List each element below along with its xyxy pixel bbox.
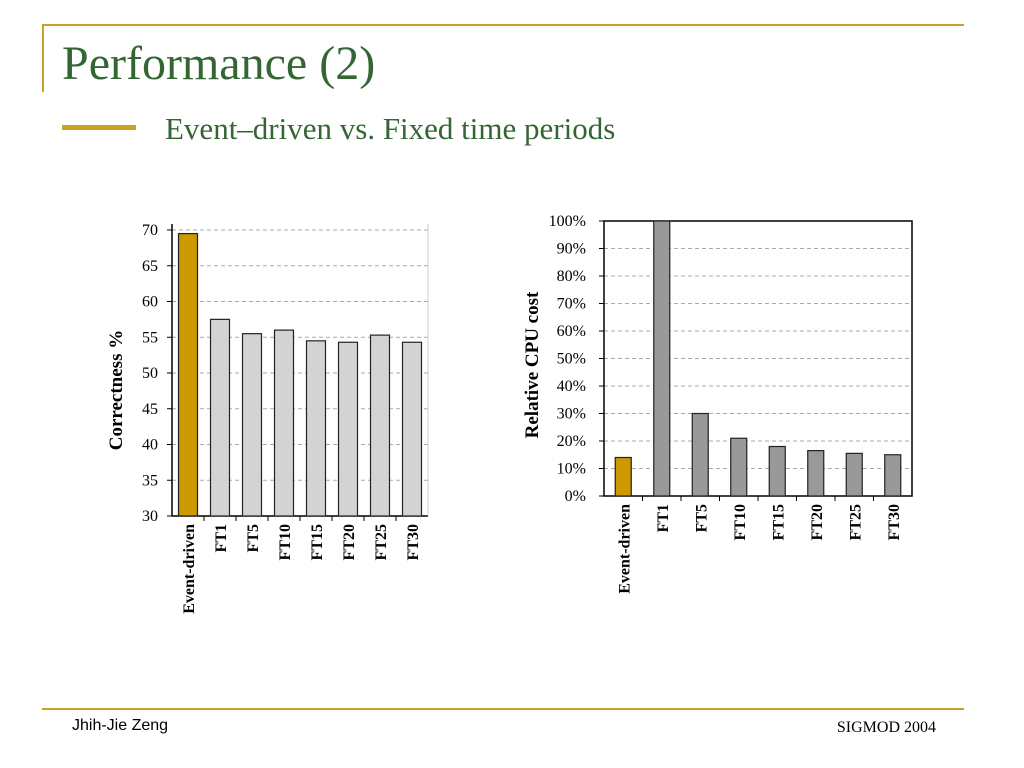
y-tick-label: 10% (557, 461, 586, 478)
bar-ft10 (273, 329, 295, 517)
y-tick-label: 80% (557, 268, 586, 285)
bar-ft20 (807, 450, 825, 497)
y-tick-label: 35 (142, 472, 158, 489)
bar-ft10 (730, 437, 748, 497)
y-axis-label: Relative CPU cost (522, 291, 543, 438)
slide-subtitle: Event–driven vs. Fixed time periods (165, 111, 616, 146)
footer-conference: SIGMOD 2004 (836, 719, 936, 736)
bar-ft15 (768, 445, 786, 497)
bar-ft5 (691, 412, 709, 497)
bar-ft25 (369, 334, 391, 517)
bar-event-driven (177, 232, 199, 517)
y-axis-label: Correctness % (106, 330, 127, 450)
x-tick-label: Event-driven (181, 524, 198, 614)
x-tick-label: FT5 (693, 504, 710, 532)
footer-rule (42, 708, 964, 710)
bar-ft30 (401, 341, 423, 517)
y-tick-label: 90% (557, 241, 586, 258)
bar-ft15 (305, 340, 327, 517)
y-tick-label: 45 (142, 401, 158, 418)
y-tick-label: 20% (557, 433, 586, 450)
bar-event-driven (614, 456, 632, 497)
x-tick-label: Event-driven (616, 504, 633, 594)
bar-ft30 (884, 454, 902, 497)
y-tick-label: 60% (557, 323, 586, 340)
top-rule (42, 24, 964, 26)
x-tick-label: FT25 (847, 504, 864, 540)
x-tick-label: FT15 (770, 504, 787, 540)
y-tick-label: 60 (142, 294, 158, 311)
bar-ft5 (241, 333, 263, 517)
x-tick-label: FT1 (655, 504, 672, 532)
left-rule (42, 24, 44, 92)
x-tick-label: FT20 (341, 524, 358, 560)
x-tick-label: FT10 (732, 504, 749, 540)
y-tick-label: 70% (557, 296, 586, 313)
slide-title: Performance (2) (62, 37, 376, 90)
x-tick-label: FT25 (373, 524, 390, 560)
x-tick-label: FT30 (886, 504, 903, 540)
y-tick-label: 30 (142, 508, 158, 525)
bar-ft20 (337, 341, 359, 517)
x-tick-label: FT5 (245, 524, 262, 552)
bar-ft1 (653, 220, 671, 497)
y-tick-label: 50 (142, 365, 158, 382)
y-tick-label: 100% (549, 213, 586, 230)
bar-ft25 (845, 452, 863, 497)
y-tick-label: 55 (142, 329, 158, 346)
footer-author: Jhih-Jie Zeng (72, 717, 169, 734)
x-tick-label: FT1 (213, 524, 230, 552)
y-tick-label: 40% (557, 378, 586, 395)
y-tick-label: 0% (565, 488, 586, 505)
y-tick-label: 30% (557, 406, 586, 423)
y-tick-label: 70 (142, 222, 158, 239)
x-tick-label: FT15 (309, 524, 326, 560)
x-tick-label: FT10 (277, 524, 294, 560)
x-tick-label: FT30 (405, 524, 422, 560)
subtitle-accent-bar (62, 125, 136, 130)
y-tick-label: 50% (557, 351, 586, 368)
y-tick-label: 65 (142, 258, 158, 275)
x-tick-label: FT20 (809, 504, 826, 540)
bar-ft1 (209, 318, 231, 517)
y-tick-label: 40 (142, 437, 158, 454)
